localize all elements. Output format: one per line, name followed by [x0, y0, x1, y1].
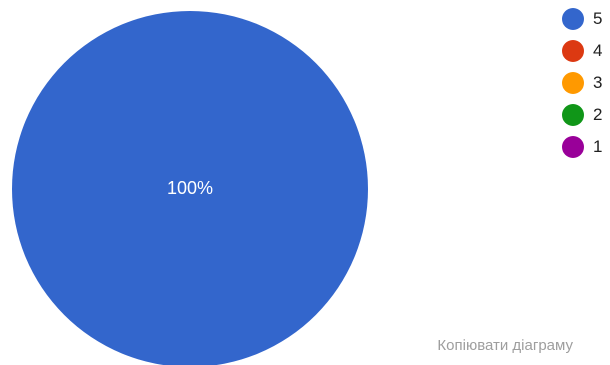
legend-item-1[interactable]: 1 — [562, 136, 602, 158]
pie-slice-5[interactable] — [12, 11, 368, 365]
legend-label-2: 2 — [593, 105, 603, 124]
legend-swatch-2 — [562, 104, 584, 126]
legend-label-1: 1 — [593, 137, 603, 156]
copy-chart-button[interactable]: Копіювати діаграму — [437, 337, 573, 354]
legend-label-4: 4 — [593, 41, 603, 60]
pie-data-label-5: 100% — [167, 178, 213, 198]
chart-legend: 5 4 3 2 1 — [562, 8, 602, 168]
legend-label-5: 5 — [593, 9, 603, 28]
legend-item-2[interactable]: 2 — [562, 104, 602, 126]
legend-item-4[interactable]: 4 — [562, 40, 602, 62]
legend-swatch-5 — [562, 8, 584, 30]
legend-item-3[interactable]: 3 — [562, 72, 602, 94]
legend-label-3: 3 — [593, 73, 603, 92]
legend-item-5[interactable]: 5 — [562, 8, 602, 30]
legend-swatch-4 — [562, 40, 584, 62]
legend-swatch-3 — [562, 72, 584, 94]
legend-swatch-1 — [562, 136, 584, 158]
